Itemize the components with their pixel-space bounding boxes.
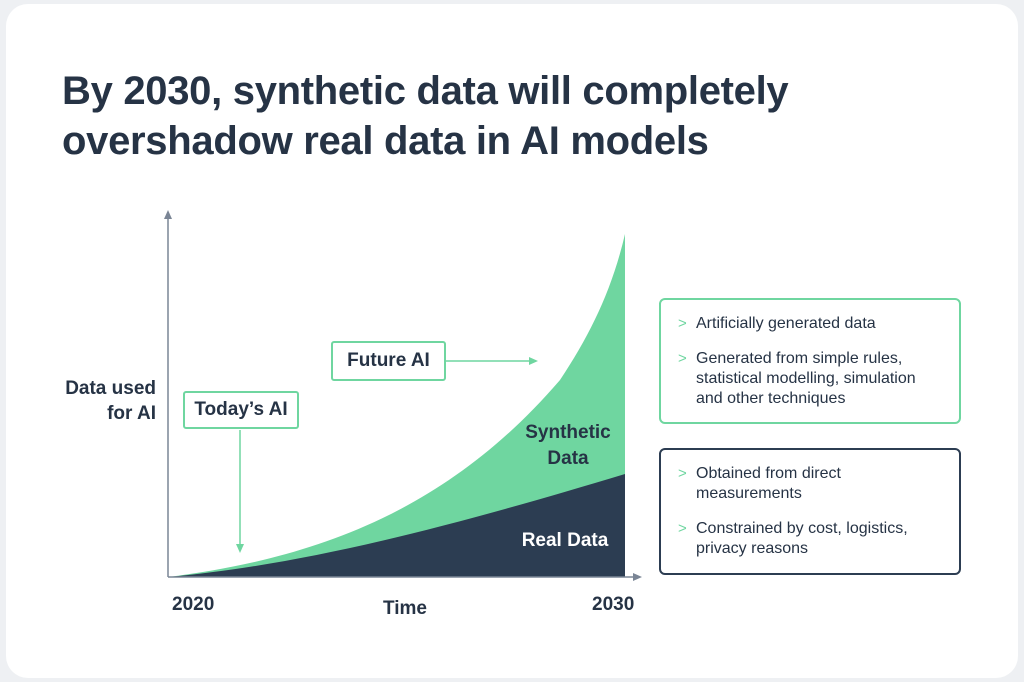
chevron-right-icon: > [678,350,687,367]
real-item-2: Constrained by cost, logistics, privacy … [696,520,908,557]
real-data-area [168,474,625,577]
synthetic-info-box: > Artificially generated data > Generate… [659,298,961,424]
future-ai-callout: Future AI [331,341,446,381]
x-tick-start: 2020 [172,594,215,615]
y-axis-label-line-1: Data used [65,378,156,399]
chevron-right-icon: > [678,315,687,332]
y-axis-label-line-2: for AI [107,403,156,424]
real-info-list: > Obtained from direct measurements > Co… [677,464,943,559]
x-axis-label: Time [383,598,428,619]
real-item-1: Obtained from direct measurements [696,465,841,502]
title-line-1: By 2030, synthetic data will completely [62,69,789,113]
chevron-right-icon: > [678,465,687,482]
list-item: > Artificially generated data [677,314,943,334]
synthetic-info-list: > Artificially generated data > Generate… [677,314,943,409]
list-item: > Generated from simple rules, statistic… [677,349,943,409]
synthetic-item-1: Artificially generated data [696,315,876,332]
x-tick-end: 2030 [592,594,635,615]
real-data-label: Real Data [521,530,609,551]
list-item: > Obtained from direct measurements [677,464,943,504]
synthetic-data-area [168,234,625,577]
title-line-2: overshadow real data in AI models [62,119,709,163]
real-info-box: > Obtained from direct measurements > Co… [659,448,961,575]
y-axis-label: Data used for AI [40,376,156,426]
todays-ai-callout: Today’s AI [183,391,299,429]
synthetic-data-label-text: Synthetic Data [525,422,611,469]
chevron-right-icon: > [678,520,687,537]
synthetic-data-label: Synthetic Data [518,420,618,472]
synthetic-item-2: Generated from simple rules, statistical… [696,350,916,407]
page-title: By 2030, synthetic data will completely … [62,66,862,166]
list-item: > Constrained by cost, logistics, privac… [677,519,943,559]
